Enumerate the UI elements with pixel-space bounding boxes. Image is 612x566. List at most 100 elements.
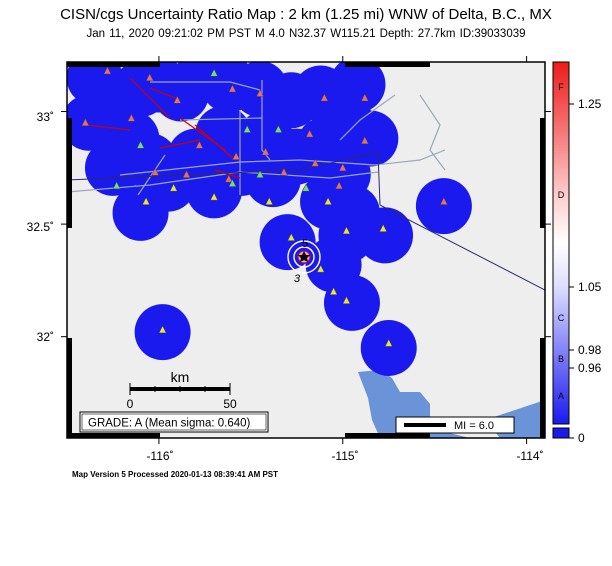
roads xyxy=(67,80,446,196)
station-triangle-icon xyxy=(151,167,160,176)
scalebar-tick-50: 50 xyxy=(223,397,237,411)
fault-line xyxy=(86,124,131,131)
colorbar-label-b: B xyxy=(558,354,564,364)
frame-bar-top xyxy=(345,62,430,67)
lon-label-115: -115˚ xyxy=(331,449,358,463)
station-triangle-icon xyxy=(173,95,182,104)
station-triangle-icon xyxy=(142,197,150,205)
road-line xyxy=(150,81,261,91)
station-triangle-icon xyxy=(287,233,296,241)
contour-mid xyxy=(293,246,315,268)
station-triangle-icon xyxy=(195,140,204,149)
lon-label-114: -114˚ xyxy=(516,449,543,463)
gulf-of-california xyxy=(358,370,470,438)
contour-outer xyxy=(287,240,321,274)
station-triangle-icon xyxy=(329,287,338,295)
frame-bar-top xyxy=(67,62,160,67)
map-version-footer: Map Version 5 Processed 2020-01-13 08:39… xyxy=(72,470,279,479)
station-triangle-icon xyxy=(81,118,90,126)
fault-line xyxy=(149,87,181,101)
station-triangle-icon xyxy=(112,181,121,190)
lon-label-116: -116˚ xyxy=(146,449,173,463)
map-frame xyxy=(66,61,546,439)
station-triangle-icon xyxy=(379,224,388,232)
station-triangle-icon xyxy=(361,93,369,102)
lat-label-33: 33˚ xyxy=(37,110,54,124)
fault-line xyxy=(214,169,241,179)
road-line xyxy=(261,80,271,161)
road-line xyxy=(374,149,446,166)
colorbar: F D C B A 1.25 1.05 0.98 0.96 0 xyxy=(552,61,602,445)
colorbar-value-1-25: 1.25 xyxy=(578,97,602,111)
uncertainty-blob xyxy=(84,139,141,196)
mi-legend-text: MI = 6.0 xyxy=(454,420,494,432)
frame-ticks xyxy=(61,56,551,444)
international-border xyxy=(67,151,545,291)
frame-bar-left xyxy=(67,118,72,228)
road-line xyxy=(339,94,396,141)
axis-labels: 33˚ 32.5˚ 32˚ -116˚ -115˚ -114˚ xyxy=(27,110,544,463)
station-triangle-icon xyxy=(145,73,154,81)
station-triangle-icon xyxy=(210,68,218,77)
uncertainty-blob xyxy=(186,162,243,219)
station-triangle-icon xyxy=(320,93,329,102)
uncertainty-blob xyxy=(112,184,169,241)
station-triangle-icon xyxy=(361,136,369,145)
station-triangle-icon xyxy=(440,197,448,205)
scalebar: km 0 50 xyxy=(127,369,237,411)
station-triangle-icon xyxy=(182,170,191,178)
station-triangle-icon xyxy=(158,325,167,334)
colorbar-label-f: F xyxy=(558,82,564,92)
station-triangle-icon xyxy=(342,226,351,235)
fault-line xyxy=(129,77,171,119)
station-triangle-icon xyxy=(324,197,332,205)
colorbar-zero-swatch xyxy=(552,427,570,439)
station-triangle-icon xyxy=(305,129,314,138)
uncertainty-blob xyxy=(329,62,386,113)
station-triangle-icon xyxy=(316,264,325,273)
station-triangle-icon xyxy=(256,89,264,97)
fault-line xyxy=(194,124,236,161)
uncertainty-blob xyxy=(318,207,375,264)
colorbar-value-0-96: 0.96 xyxy=(578,361,602,375)
frame-bar-left xyxy=(67,338,72,438)
station-triangle-icon xyxy=(311,158,320,167)
station-triangle-icon xyxy=(228,84,237,93)
lat-label-32-5: 32.5˚ xyxy=(27,220,54,234)
uncertainty-blob xyxy=(415,178,472,235)
station-triangle-icon xyxy=(338,163,347,172)
colorbar-value-0-98: 0.98 xyxy=(578,343,602,357)
station-triangle-icon xyxy=(384,338,393,347)
uncertainty-blob xyxy=(357,207,414,264)
station-triangle-icon xyxy=(169,183,178,192)
station-triangle-icon xyxy=(265,197,274,205)
frame-bar-right xyxy=(540,118,545,228)
station-triangle-icon xyxy=(228,179,237,187)
colorbar-gradient xyxy=(552,61,570,425)
station-triangle-icon xyxy=(335,181,343,190)
station-triangle-icon xyxy=(280,167,288,176)
road-line xyxy=(119,159,376,176)
contour-label-3: 3 xyxy=(294,273,301,285)
road-line xyxy=(137,154,166,196)
station-triangle-icon xyxy=(261,147,270,156)
grade-text: GRADE: A (Mean sigma: 0.640) xyxy=(88,418,251,430)
station-triangle-icon xyxy=(342,296,351,304)
colorbar-value-0: 0 xyxy=(578,431,585,445)
grade-box: GRADE: A (Mean sigma: 0.640) xyxy=(79,411,269,433)
frame-bar-bottom xyxy=(67,433,160,438)
lat-label-32: 32˚ xyxy=(37,330,54,344)
station-triangle-icon xyxy=(302,183,310,192)
road-line xyxy=(179,117,263,121)
uncertainty-blob xyxy=(360,319,417,376)
station-triangle-icon xyxy=(224,174,233,183)
station-triangle-icon xyxy=(127,113,136,122)
colorbar-label-a: A xyxy=(558,391,564,401)
stations xyxy=(81,66,448,347)
station-triangle-icon xyxy=(136,140,145,149)
colorbar-value-1-05: 1.05 xyxy=(578,280,602,294)
fault-line xyxy=(159,139,201,149)
colorbar-label-d: D xyxy=(558,190,565,200)
contour-label-5: 5 xyxy=(302,238,308,250)
